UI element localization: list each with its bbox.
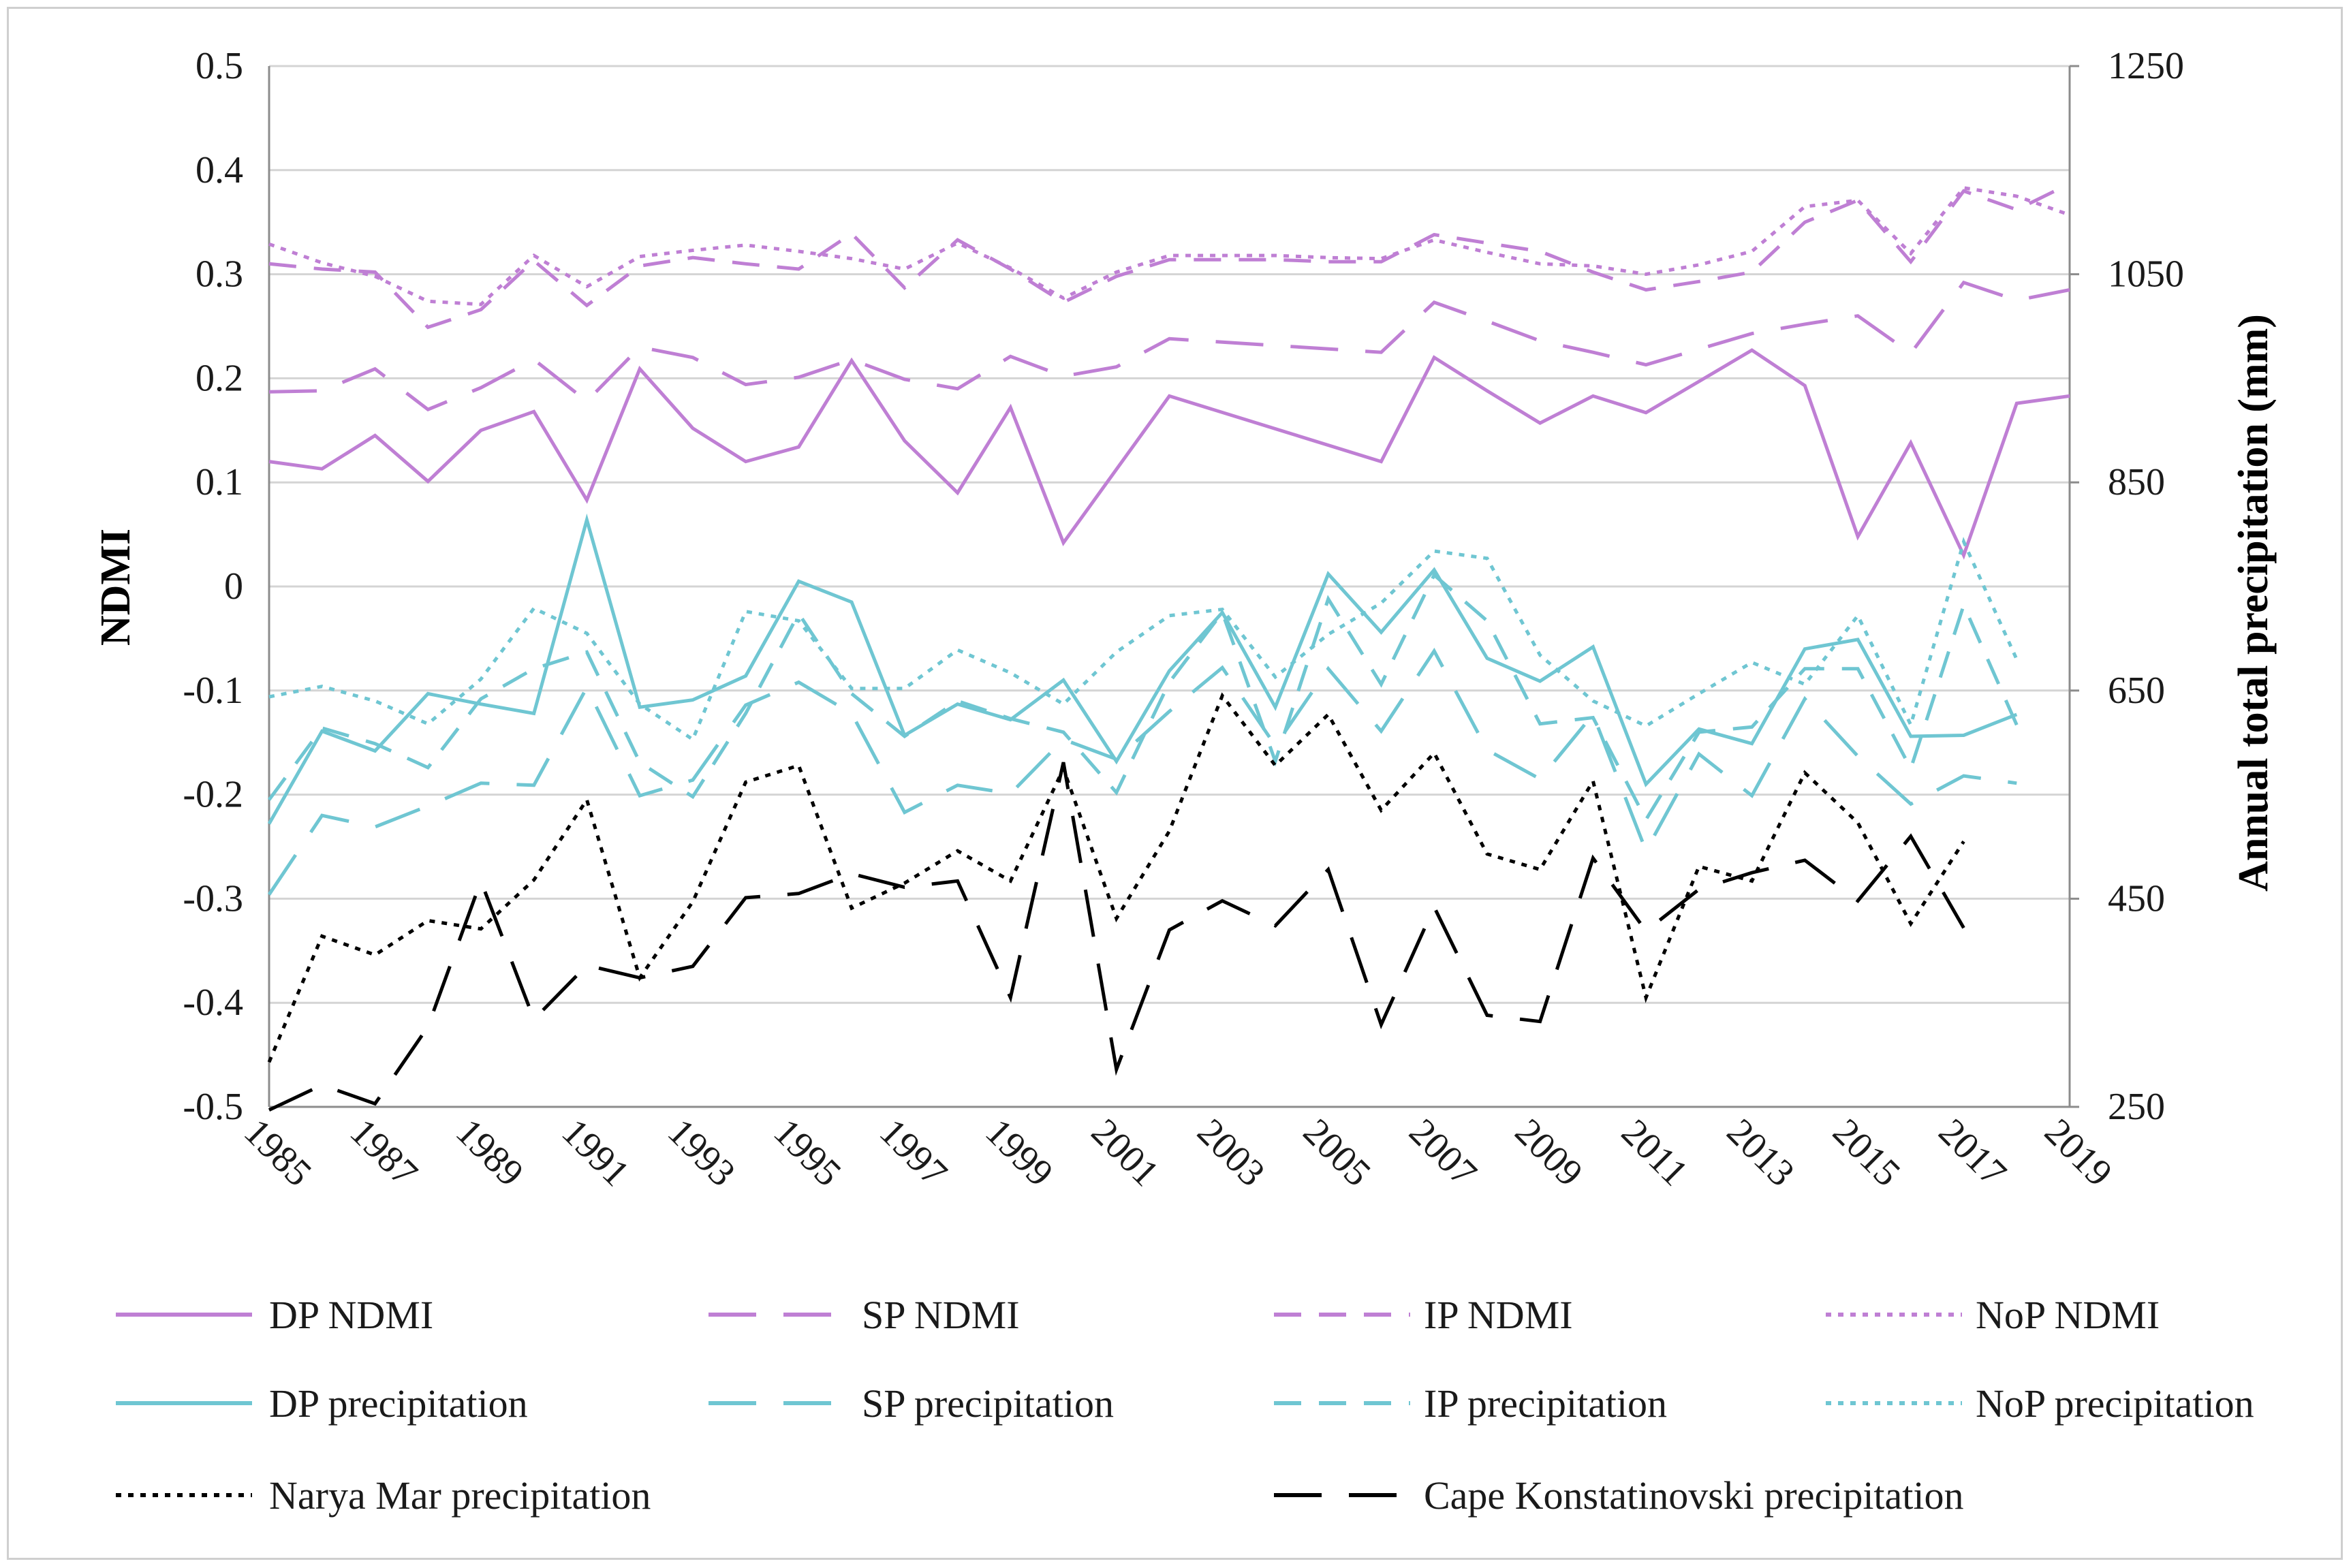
legend-item-dp-precipitation: DP precipitation — [116, 1381, 528, 1426]
legend-label-ip-precipitation: IP precipitation — [1424, 1381, 1667, 1426]
x-tick-label: 2015 — [1824, 1111, 1908, 1195]
left-tick-label: 0.2 — [196, 357, 243, 399]
legend-label-dp-precipitation: DP precipitation — [269, 1381, 528, 1426]
right-y-axis-ticks: 1250 1050 850 650 450 250 — [2070, 45, 2184, 1128]
legend-label-nop-precipitation: NoP precipitation — [1976, 1381, 2254, 1426]
series-line-nop-ndmi — [268, 186, 2070, 307]
x-axis-ticks: 1985 1987 1989 1991 1993 1995 1997 1999 2001 2003… — [236, 1111, 2120, 1195]
legend-label-nop-ndmi: NoP NDMI — [1976, 1293, 2160, 1337]
left-tick-label: -0.5 — [183, 1086, 243, 1128]
plot-area — [267, 182, 2071, 1112]
left-y-axis-ticks: 0.5 0.4 0.3 0.2 0.1 0 -0.1 -0.2 -0.3 -0.4 -0.5 — [183, 45, 243, 1128]
legend-label-ip-ndmi: IP NDMI — [1424, 1293, 1573, 1337]
left-tick-label: -0.4 — [183, 982, 243, 1024]
legend-item-sp-precipitation: SP precipitation — [709, 1381, 1114, 1426]
legend-item-nop-precipitation: NoP precipitation — [1826, 1381, 2254, 1426]
legend-label-dp-ndmi: DP NDMI — [269, 1293, 433, 1337]
gridlines — [268, 65, 2071, 1108]
left-axis-title: NDMI — [93, 529, 139, 646]
series-line-dp-ndmi — [268, 348, 2070, 560]
x-tick-label: 2007 — [1401, 1111, 1484, 1195]
left-tick-label: 0.3 — [196, 253, 243, 296]
x-tick-label: 1993 — [659, 1111, 743, 1195]
left-tick-label: -0.1 — [183, 670, 243, 712]
legend-label-cape-konstatinovski-precipitation: Cape Konstatinovski precipitation — [1424, 1473, 1964, 1518]
right-axis-title: Annual total precipitation (mm) — [2230, 314, 2277, 892]
series-line-sp-ndmi — [268, 280, 2070, 412]
left-tick-label: 0.5 — [196, 45, 243, 87]
legend-label-sp-ndmi: SP NDMI — [862, 1293, 1020, 1337]
legend-item-sp-ndmi: SP NDMI — [709, 1293, 1020, 1337]
x-tick-label: 1999 — [978, 1111, 1061, 1195]
x-tick-label: 2013 — [1719, 1111, 1803, 1195]
series-line-dp-precipitation — [267, 513, 2018, 825]
left-tick-label: 0.1 — [196, 461, 243, 503]
right-tick-label: 1050 — [2108, 253, 2184, 296]
x-tick-label: 2003 — [1189, 1111, 1273, 1195]
right-tick-label: 250 — [2108, 1086, 2165, 1128]
left-tick-label: -0.2 — [183, 774, 243, 816]
x-tick-label: 1995 — [766, 1111, 850, 1195]
series-line-ip-precipitation — [267, 572, 2019, 824]
x-tick-label: 2009 — [1507, 1111, 1591, 1195]
legend-label-sp-precipitation: SP precipitation — [862, 1381, 1114, 1426]
x-tick-label: 1985 — [236, 1111, 320, 1195]
x-tick-label: 1987 — [342, 1111, 426, 1195]
series-line-narya-mar-precipitation — [267, 692, 1965, 1063]
x-tick-label: 1997 — [871, 1111, 955, 1195]
x-tick-label: 1991 — [554, 1111, 638, 1195]
legend-item-cape-konstatinovski-precipitation: Cape Konstatinovski precipitation — [1274, 1473, 1964, 1518]
left-tick-label: 0 — [224, 565, 243, 608]
legend-item-nop-ndmi: NoP NDMI — [1826, 1293, 2160, 1337]
x-tick-label: 1989 — [448, 1111, 531, 1195]
series-line-cape-konstatinovski-precipitation — [268, 762, 1965, 1112]
legend: DP NDMI SP NDMI IP NDMI NoP NDMI DP prec… — [116, 1293, 2254, 1518]
legend-item-ip-precipitation: IP precipitation — [1274, 1381, 1667, 1426]
series-line-ip-ndmi — [268, 182, 2071, 330]
legend-item-dp-ndmi: DP NDMI — [116, 1293, 433, 1337]
x-tick-label: 2011 — [1613, 1111, 1696, 1194]
left-tick-label: 0.4 — [196, 149, 243, 191]
right-tick-label: 850 — [2108, 461, 2165, 503]
series-line-nop-precipitation — [268, 537, 2019, 742]
chart-frame — [7, 7, 2343, 1560]
right-tick-label: 1250 — [2108, 45, 2184, 87]
legend-item-narya-mar-precipitation: Narya Mar precipitation — [116, 1473, 651, 1518]
right-tick-label: 450 — [2108, 877, 2165, 920]
legend-label-narya-mar-precipitation: Narya Mar precipitation — [269, 1473, 651, 1518]
x-tick-label: 2005 — [1295, 1111, 1379, 1195]
legend-item-ip-ndmi: IP NDMI — [1274, 1293, 1573, 1337]
x-tick-label: 2017 — [1931, 1111, 2014, 1195]
series-line-sp-precipitation — [267, 647, 2017, 896]
right-tick-label: 650 — [2108, 670, 2165, 712]
left-tick-label: -0.3 — [183, 877, 243, 920]
x-tick-label: 2001 — [1083, 1111, 1167, 1195]
